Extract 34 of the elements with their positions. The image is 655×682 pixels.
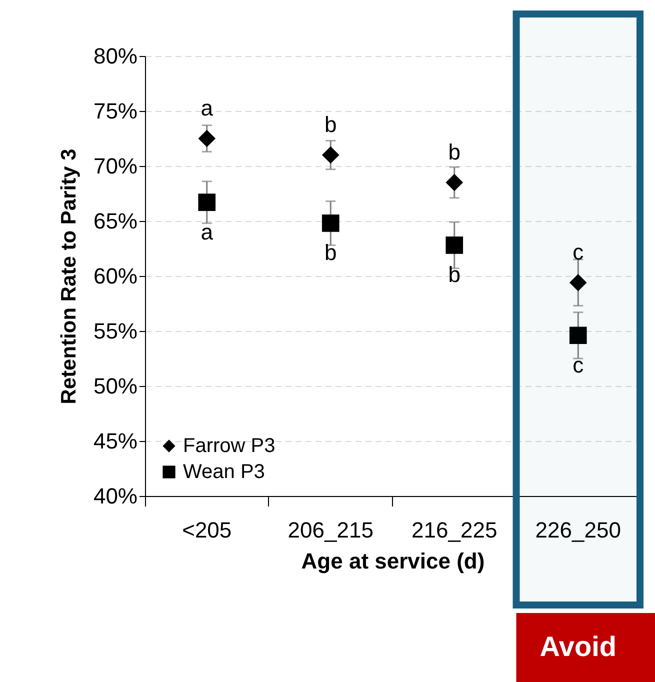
x-tick-label: 216_225 (412, 518, 498, 542)
annotation: a (200, 219, 214, 244)
y-tick-label: 65% (93, 208, 138, 234)
point (446, 236, 464, 254)
y-axis-title: Retention Rate to Parity 3 (57, 148, 80, 404)
point (198, 194, 216, 211)
legend-label: Wean P3 (183, 461, 265, 483)
annotation: c (572, 240, 584, 265)
x-tick-label: 226_250 (535, 518, 621, 542)
point (569, 274, 587, 292)
y-tick-label: 40% (93, 484, 138, 508)
point (322, 146, 340, 164)
band-label: Avoid (540, 631, 616, 662)
x-axis-title: Age at service (d) (301, 548, 485, 574)
y-tick-label: 60% (93, 264, 138, 288)
annotation: b (324, 240, 337, 266)
x-tick-label: <205 (182, 518, 232, 542)
legend-label: Farrow P3 (183, 435, 276, 457)
point (569, 326, 587, 344)
point (198, 130, 216, 148)
annotation: b (448, 140, 460, 164)
point (446, 174, 464, 192)
annotation: b (324, 112, 337, 137)
annotation: a (200, 96, 214, 120)
annotation: b (448, 262, 460, 288)
x-tick-label: 206_215 (288, 518, 374, 542)
y-tick-label: 80% (93, 44, 138, 68)
y-tick-label: 50% (93, 374, 138, 398)
annotation: c (572, 352, 584, 378)
y-tick-label: 55% (93, 318, 138, 344)
y-tick-label: 70% (93, 154, 138, 178)
y-tick-label: 75% (93, 98, 138, 124)
y-tick-label: 45% (93, 428, 138, 454)
point (322, 214, 340, 232)
